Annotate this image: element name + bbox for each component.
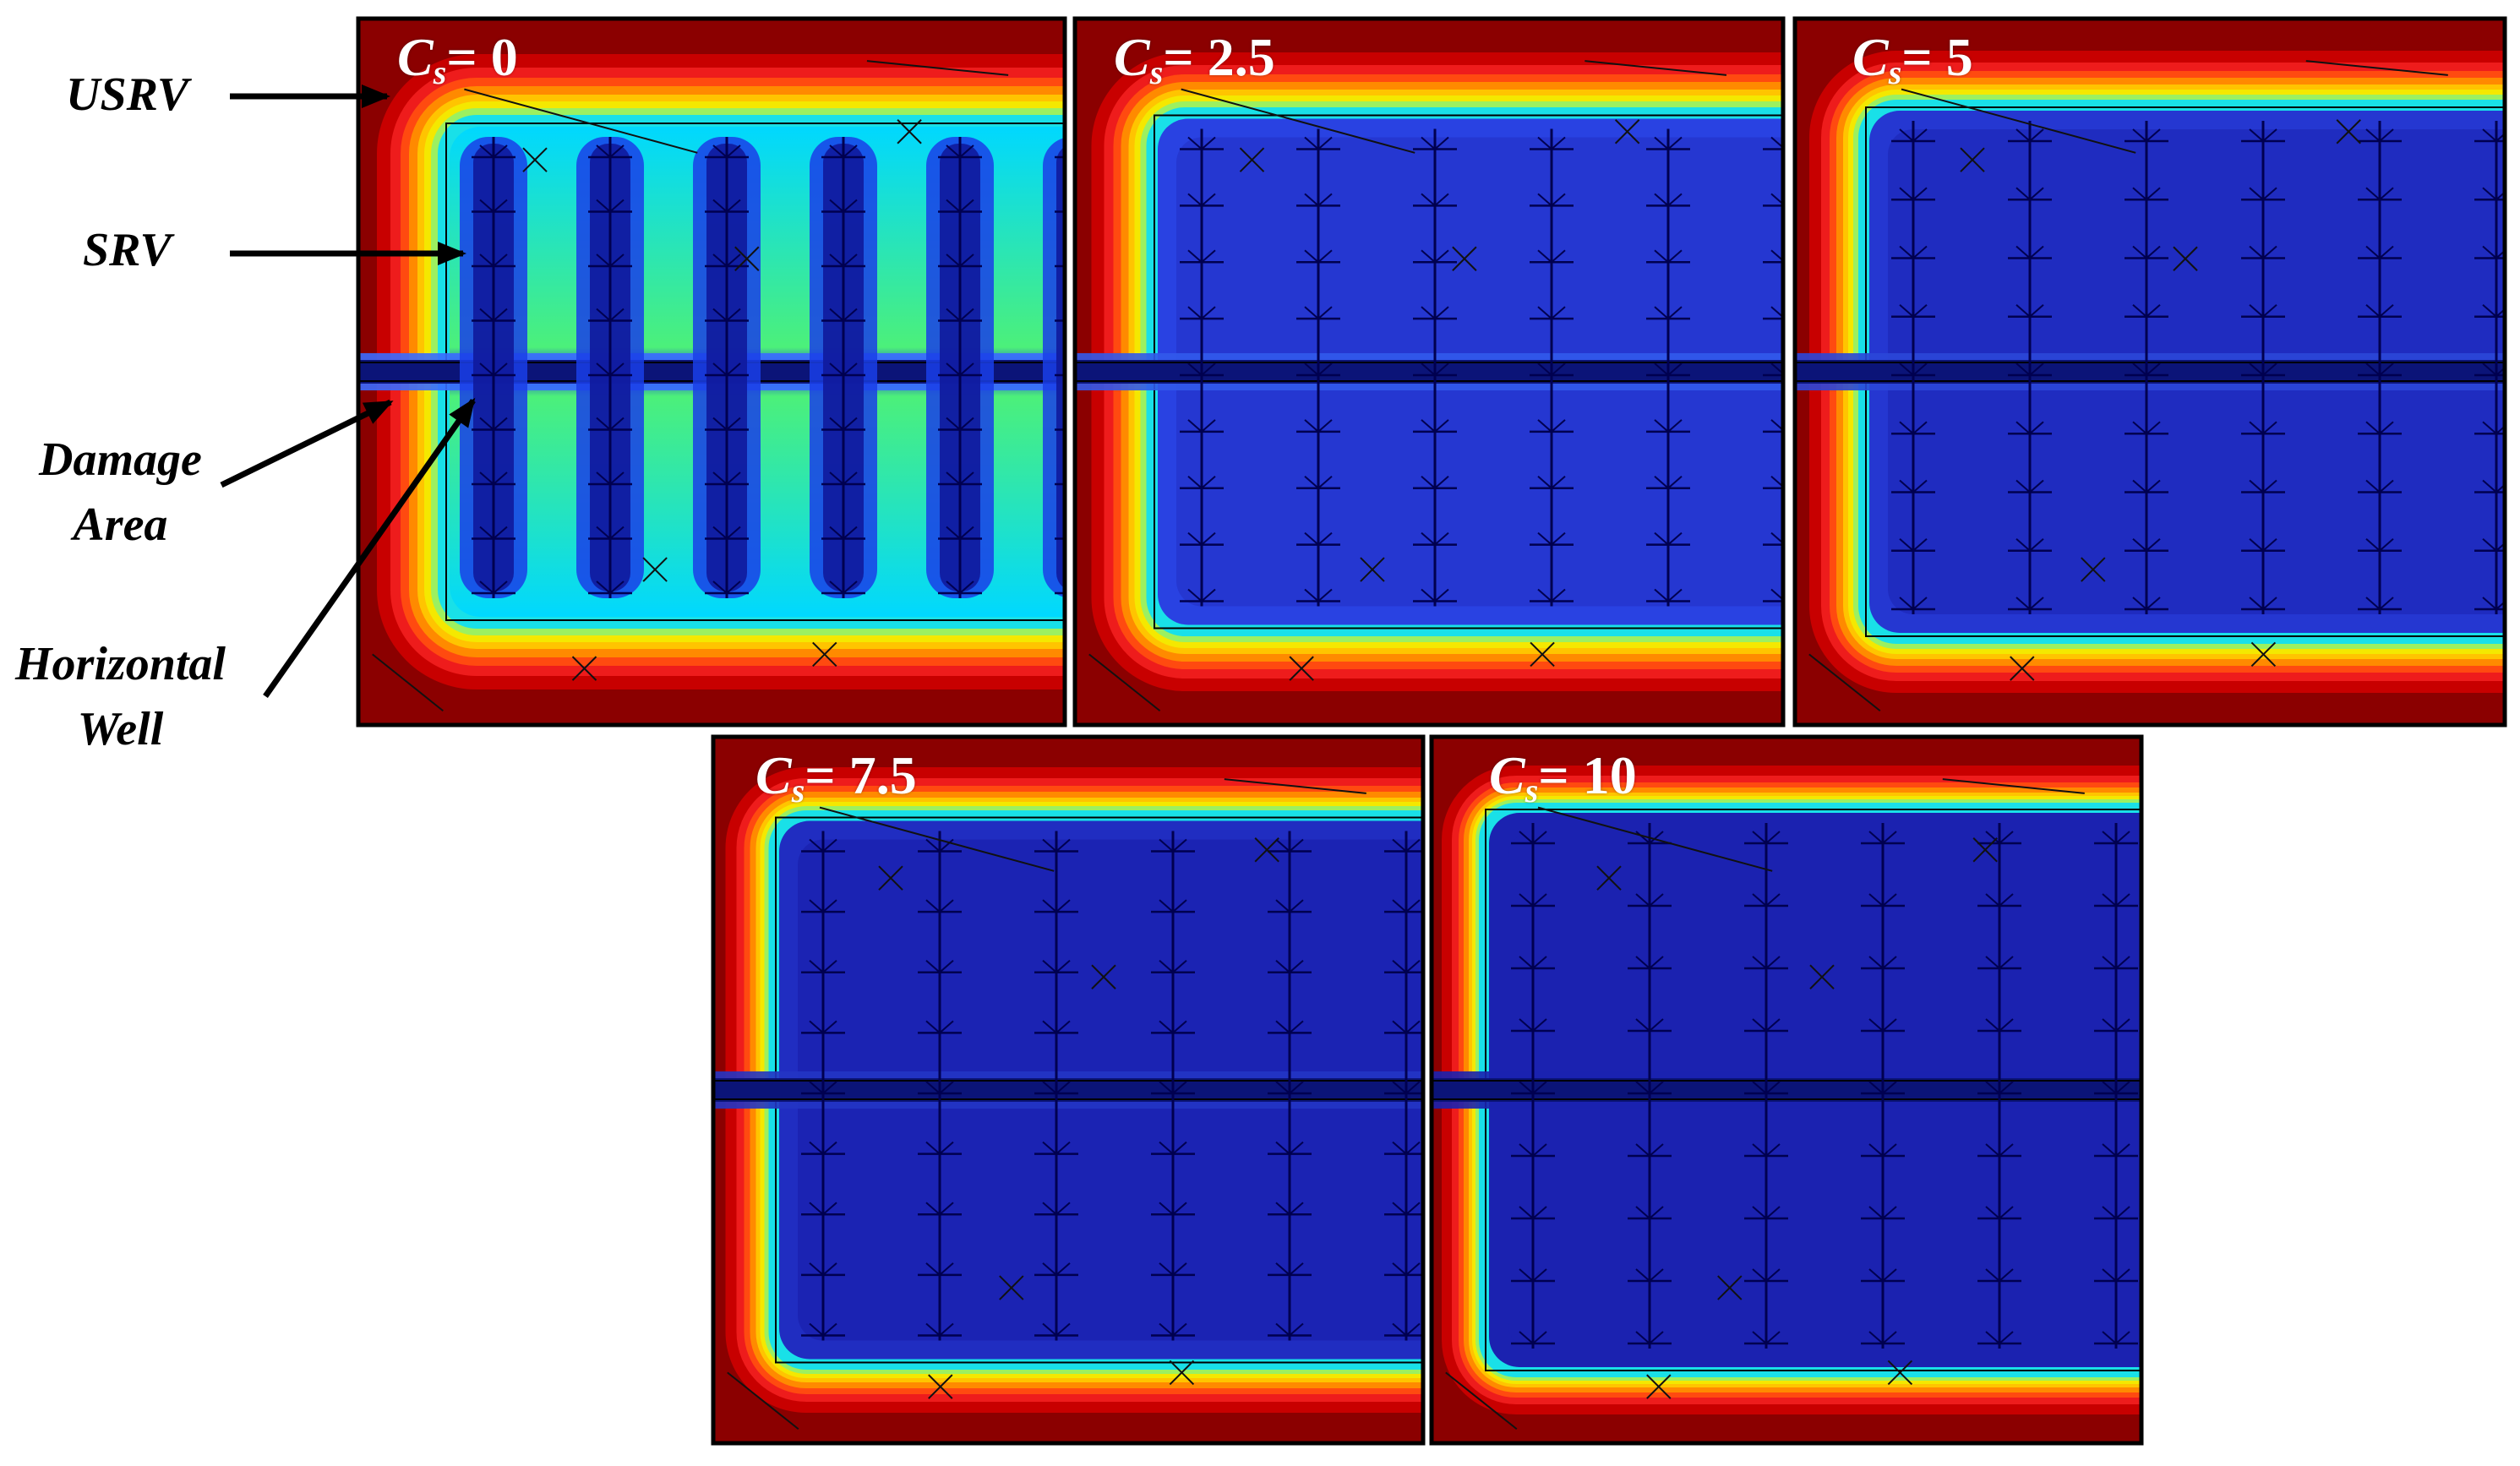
annotation-arrow bbox=[230, 242, 466, 265]
panel-title-cs-0: Cs= 0 bbox=[397, 27, 518, 91]
annotation-arrow bbox=[263, 397, 476, 699]
annotation-arrow bbox=[220, 399, 394, 488]
damage-area-label: Damage Area bbox=[39, 433, 202, 552]
horizontal-well-label: Horizontal Well bbox=[15, 638, 226, 756]
srv-label: SRV bbox=[83, 224, 172, 276]
contour-panel bbox=[1072, 16, 1786, 728]
contour-panel bbox=[1792, 16, 2507, 728]
panel-title-cs-5: Cs= 5 bbox=[1852, 27, 1973, 91]
contour-panels bbox=[356, 16, 2507, 1446]
panel-title-cs-2-5: Cs= 2.5 bbox=[1114, 27, 1275, 91]
panel-title-cs-7-5: Cs= 7.5 bbox=[755, 745, 917, 809]
usrv-label: USRV bbox=[66, 68, 189, 121]
contour-panel bbox=[356, 16, 1067, 728]
annotation-arrow bbox=[230, 84, 390, 108]
contour-panel bbox=[711, 734, 1426, 1446]
panel-title-cs-10: Cs= 10 bbox=[1489, 745, 1637, 809]
contour-panel bbox=[1429, 734, 2144, 1446]
annotation-arrows bbox=[220, 84, 476, 699]
